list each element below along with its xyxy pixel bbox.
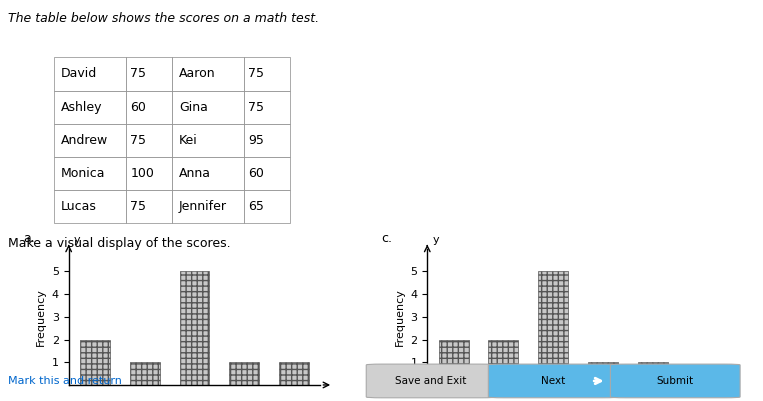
Text: a.: a. (23, 232, 34, 245)
Text: Submit: Submit (657, 376, 694, 386)
Bar (179, 271, 210, 385)
Text: y: y (433, 235, 439, 245)
Bar (488, 340, 518, 385)
Bar (230, 362, 259, 385)
FancyBboxPatch shape (488, 364, 618, 398)
Text: Next: Next (541, 376, 565, 386)
Y-axis label: Frequency: Frequency (37, 288, 47, 346)
Text: Save and Exit: Save and Exit (395, 376, 467, 386)
Bar (279, 362, 309, 385)
Bar (80, 340, 110, 385)
Bar (439, 340, 468, 385)
Bar (588, 362, 618, 385)
Y-axis label: Frequency: Frequency (395, 288, 405, 346)
Bar (638, 362, 668, 385)
FancyBboxPatch shape (610, 364, 740, 398)
Text: Make a visual display of the scores.: Make a visual display of the scores. (8, 237, 230, 249)
Text: c.: c. (382, 232, 392, 245)
Bar (130, 362, 159, 385)
Text: The table below shows the scores on a math test.: The table below shows the scores on a ma… (8, 12, 319, 25)
FancyBboxPatch shape (366, 364, 496, 398)
Text: Mark this and return: Mark this and return (8, 376, 121, 386)
Text: y: y (74, 235, 80, 245)
Bar (538, 271, 568, 385)
